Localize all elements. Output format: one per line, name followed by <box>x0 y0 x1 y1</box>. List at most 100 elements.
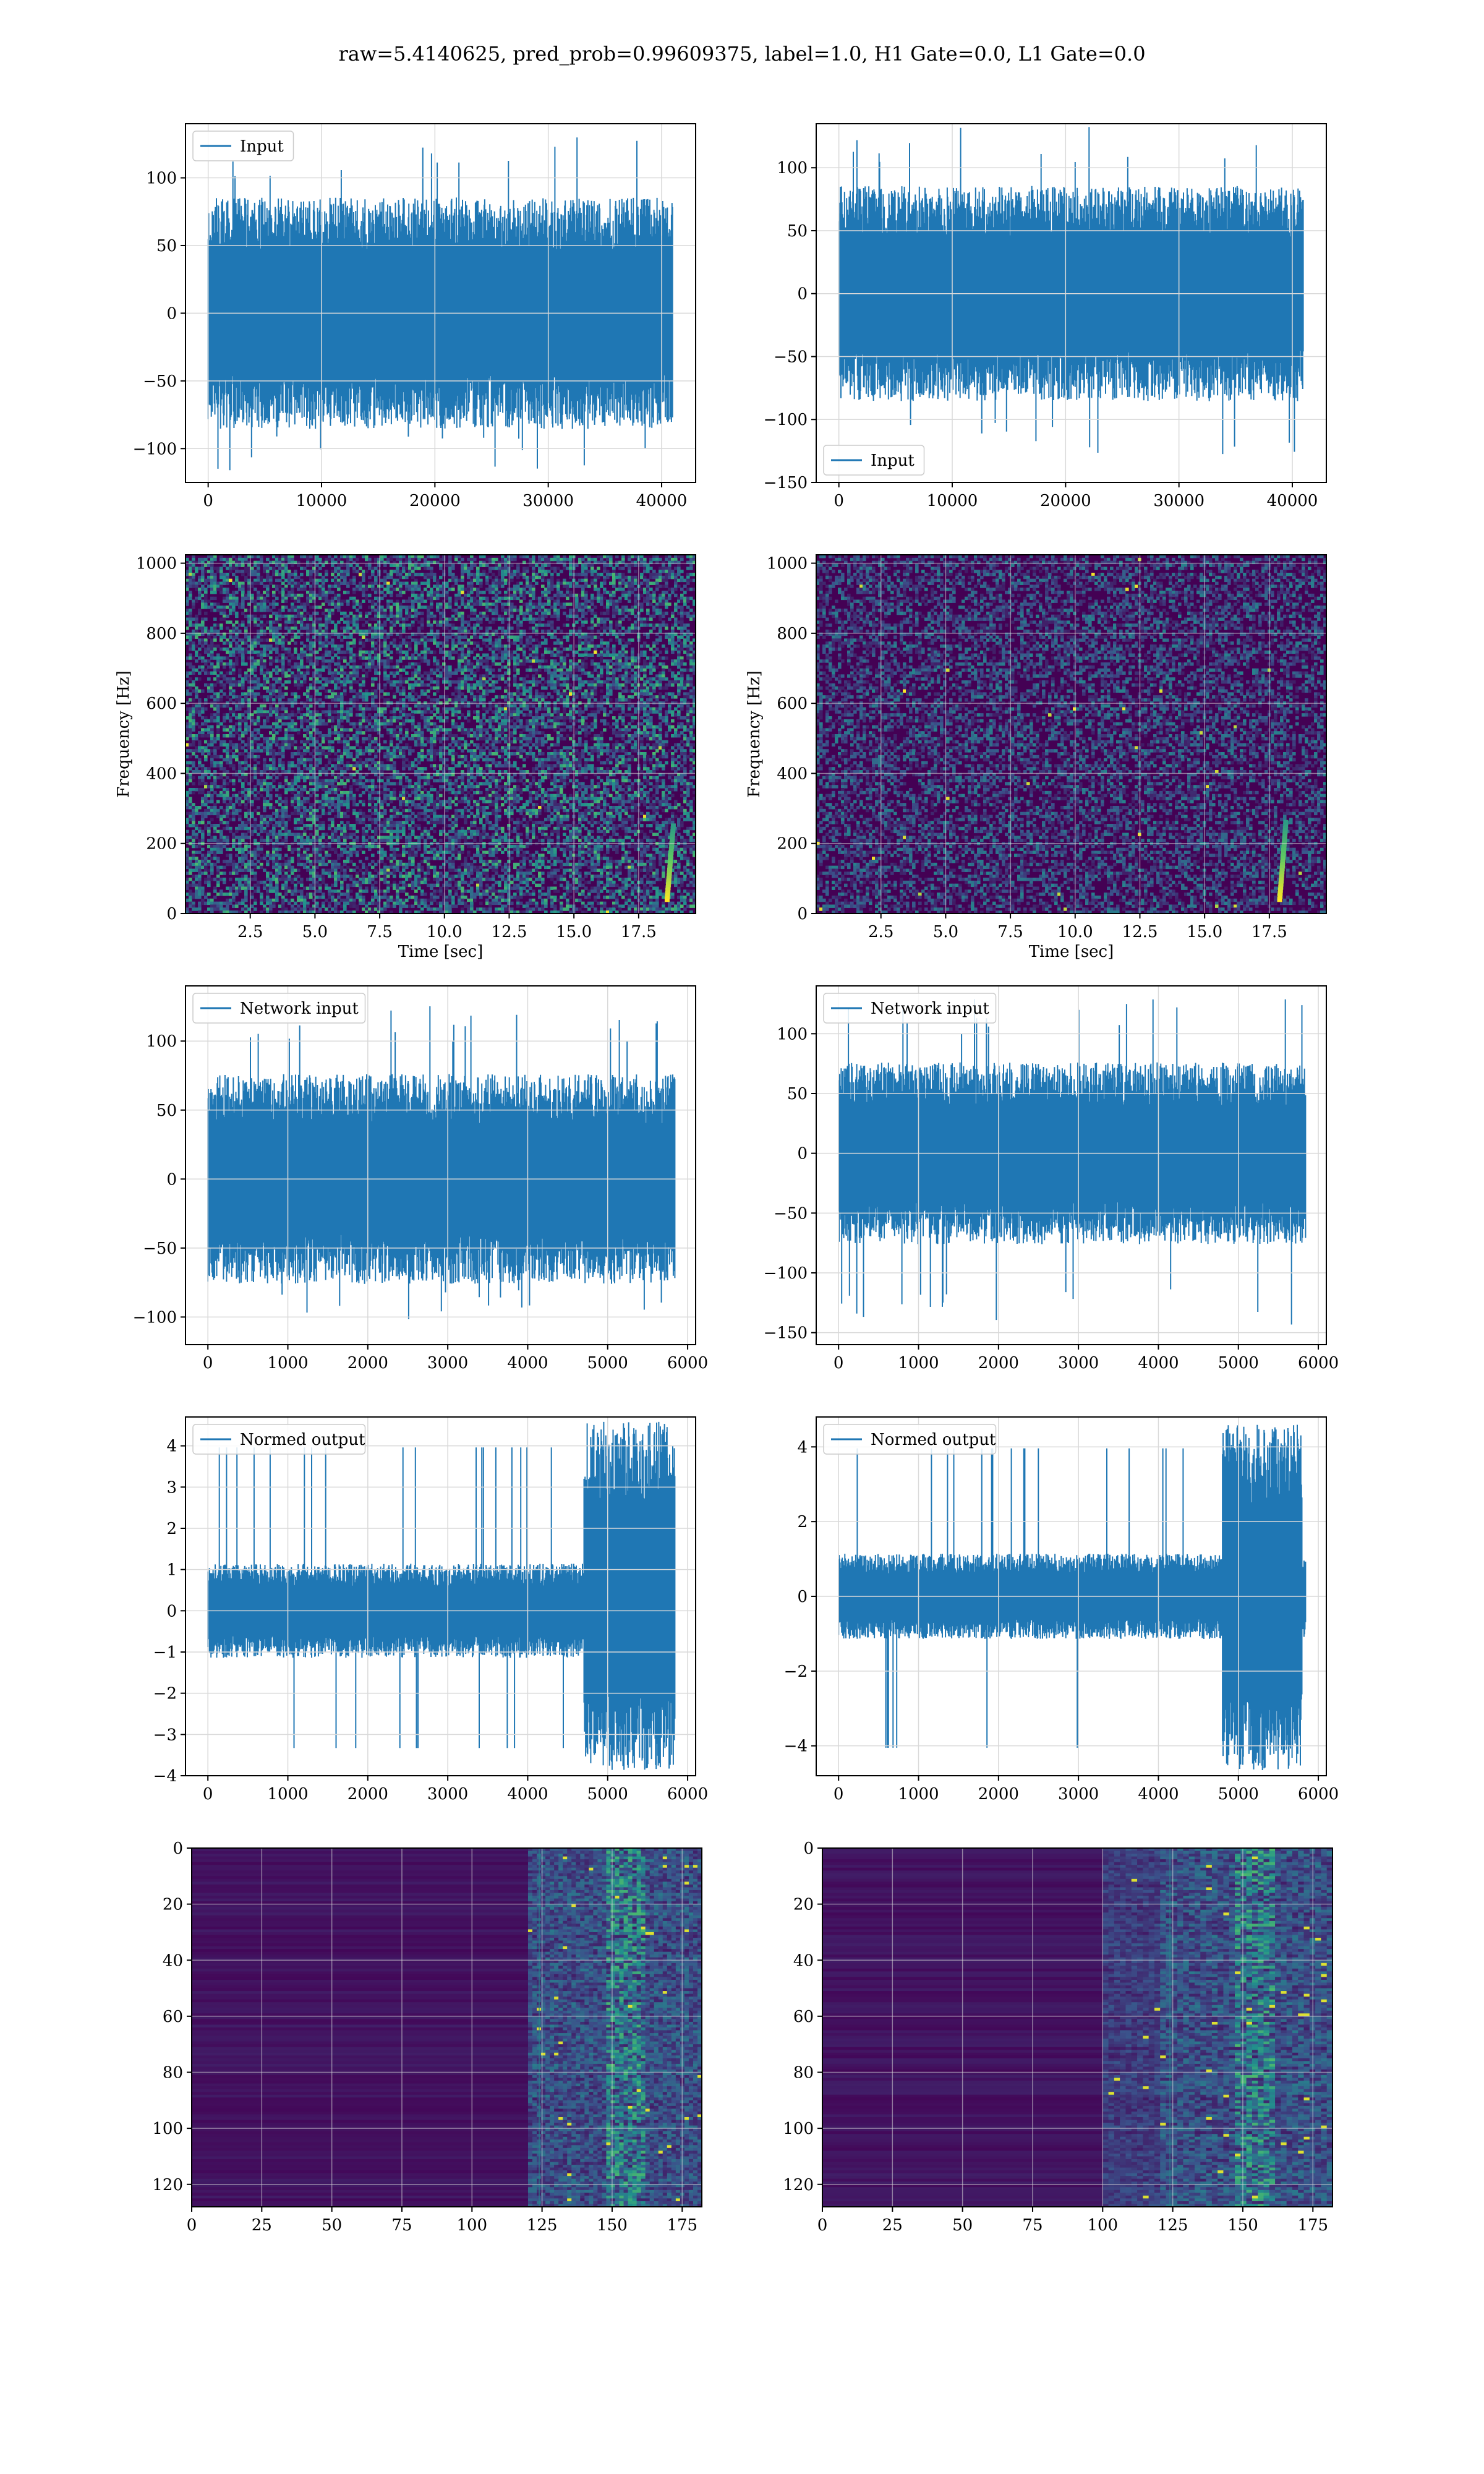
x-tick-label: 2.5 <box>868 923 893 941</box>
y-tick-label: 600 <box>777 695 808 713</box>
legend-box <box>192 993 366 1024</box>
legend-label: Input <box>240 137 284 156</box>
chirp-mark <box>668 858 673 864</box>
x-tick-label: 75 <box>1022 2216 1043 2235</box>
chirp-mark <box>1278 881 1284 887</box>
chirp-mark <box>1280 860 1286 865</box>
chirp-mark <box>667 870 672 876</box>
y-tick-label: −100 <box>133 1308 177 1327</box>
y-tick-label: 0 <box>797 905 808 923</box>
normed-output-plot-right: 0 1000 2000 3000 4000 5000 6000 −4 −2 0 2 4 Normed o… <box>742 1411 1339 1825</box>
axes-frame <box>185 1416 696 1776</box>
y-tick-label: 4 <box>166 1437 177 1456</box>
x-tick-label: 4000 <box>507 1354 548 1372</box>
y-tick-label: 4 <box>797 1438 808 1457</box>
chirp-mark <box>1280 863 1286 868</box>
chirp-mark <box>1281 841 1287 847</box>
series-line <box>207 1006 676 1319</box>
y-tick-label: 50 <box>156 1102 177 1120</box>
x-tick-label: 2000 <box>978 1785 1019 1804</box>
x-tick-label: 12.5 <box>1122 923 1158 941</box>
x-tick-label: 20000 <box>1040 492 1091 510</box>
y-tick-label: −100 <box>133 440 177 458</box>
chirp-mark <box>1281 854 1286 859</box>
normed-output-plot-left: 0 1000 2000 3000 4000 5000 6000 −4 −3 −2 −1 0 1 2 3 4 No… <box>111 1411 708 1825</box>
chirp-mark <box>1279 878 1284 884</box>
y-tick-label: 60 <box>793 2008 814 2026</box>
y-tick-label: 100 <box>146 1032 177 1051</box>
y-tick-label: −100 <box>764 1264 808 1283</box>
x-tick-label: 7.5 <box>367 923 392 941</box>
legend-label: Normed output <box>871 1431 996 1449</box>
x-tick-label: 4000 <box>507 1785 548 1804</box>
y-tick-label: 80 <box>793 2064 814 2082</box>
y-tick-label: 50 <box>156 237 177 255</box>
chirp-mark <box>1277 888 1283 893</box>
chirp-mark <box>1279 875 1284 881</box>
x-tick-label: 175 <box>667 2216 697 2235</box>
chirp-mark <box>666 879 672 884</box>
axes-frame <box>191 1847 702 2207</box>
x-tick-label: 40000 <box>636 492 688 510</box>
x-tick-label: 5000 <box>587 1785 628 1804</box>
y-tick-label: 0 <box>797 285 808 304</box>
y-tick-label: −50 <box>143 372 177 391</box>
y-tick-label: 2 <box>797 1513 808 1531</box>
y-tick-label: 400 <box>777 764 808 783</box>
axes-frame <box>816 554 1327 914</box>
chirp-mark <box>668 852 673 858</box>
y-tick-label: −1 <box>153 1643 177 1662</box>
y-tick-label: 100 <box>783 2120 814 2138</box>
y-tick-label: 600 <box>146 695 177 713</box>
chirp-mark <box>670 835 675 841</box>
y-tick-label: 200 <box>146 835 177 854</box>
chirp-mark <box>1281 844 1287 850</box>
series-line <box>207 1421 676 1770</box>
y-tick-label: 0 <box>166 304 177 323</box>
axes-frame <box>816 985 1327 1345</box>
y-tick-label: 0 <box>166 1170 177 1189</box>
legend-label: Input <box>871 452 915 470</box>
y-tick-label: −150 <box>764 1324 808 1343</box>
x-axis-label: Time [sec] <box>398 943 484 961</box>
y-tick-label: 40 <box>163 1951 183 1970</box>
x-tick-label: 20000 <box>409 492 461 510</box>
y-tick-label: 0 <box>166 905 177 923</box>
x-tick-label: 1000 <box>267 1354 308 1372</box>
y-tick-label: 50 <box>787 1085 808 1103</box>
legend: Network input <box>192 993 366 1024</box>
y-tick-label: 80 <box>163 2064 183 2082</box>
y-tick-label: −50 <box>774 1204 808 1223</box>
chirp-mark <box>667 867 672 873</box>
y-tick-label: 20 <box>793 1896 814 1914</box>
y-tick-label: 60 <box>163 2008 183 2026</box>
x-tick-label: 5000 <box>1218 1785 1259 1804</box>
chirp-mark <box>1283 820 1289 825</box>
x-tick-label: 12.5 <box>492 923 527 941</box>
chirp-mark <box>1282 832 1288 837</box>
y-tick-label: −4 <box>153 1767 177 1786</box>
series-line <box>838 127 1304 455</box>
axes-frame <box>185 554 696 914</box>
y-tick-label: 800 <box>777 625 808 643</box>
y-tick-label: −150 <box>764 474 808 492</box>
y-tick-label: 40 <box>793 1951 814 1970</box>
input-plot-right: 0 10000 20000 30000 40000 −150 −100 −50 0 50 100 In… <box>742 118 1333 532</box>
chirp-mark <box>667 873 672 879</box>
x-tick-label: 6000 <box>667 1354 708 1372</box>
x-tick-label: 3000 <box>1058 1354 1099 1372</box>
chirp-mark <box>1281 850 1286 856</box>
x-tick-label: 6000 <box>667 1785 708 1804</box>
figure-title: raw=5.4140625, pred_prob=0.99609375, lab… <box>0 42 1484 66</box>
chirp-mark <box>1279 869 1285 875</box>
x-tick-label: 4000 <box>1138 1354 1179 1372</box>
series-line <box>838 999 1307 1325</box>
chirp-mark <box>667 862 673 867</box>
y-axis-label: Frequency [Hz] <box>745 670 764 798</box>
legend: Network input <box>823 993 997 1024</box>
x-axis-label: Time [sec] <box>1029 943 1114 961</box>
chirp-mark <box>1277 891 1283 896</box>
legend: Input <box>823 445 925 476</box>
x-tick-label: 75 <box>391 2216 412 2235</box>
chirp-mark <box>1279 866 1285 871</box>
